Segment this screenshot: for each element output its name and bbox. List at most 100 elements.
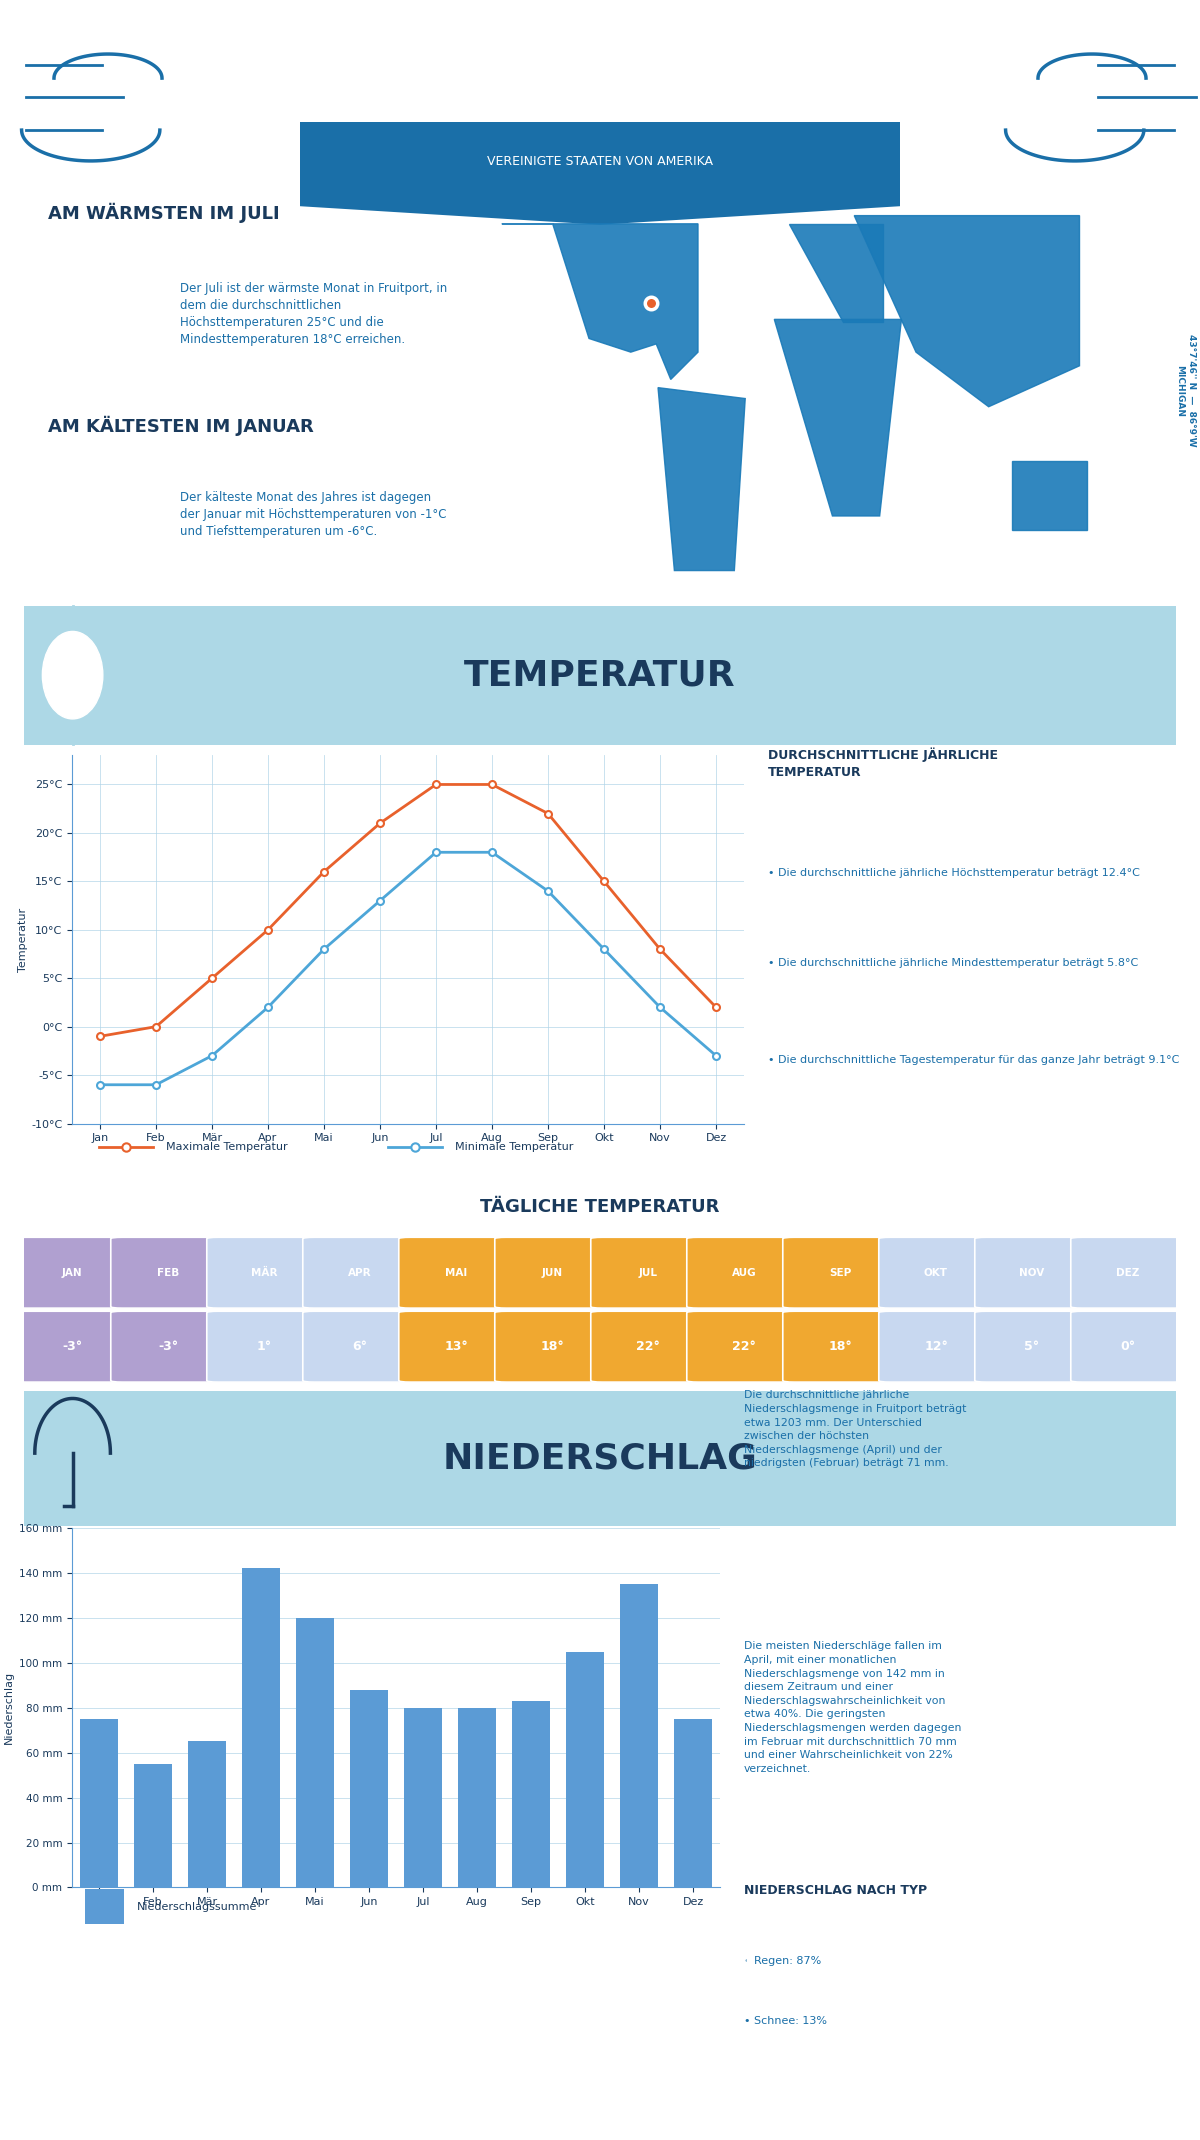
Text: NIEDERSCHLAGSWAHRSCHEINLICHKEIT: NIEDERSCHLAGSWAHRSCHEINLICHKEIT <box>446 1956 754 1969</box>
Text: 25%: 25% <box>251 2029 277 2037</box>
Text: APR: APR <box>348 1267 372 1278</box>
Text: 6°: 6° <box>353 1340 367 1352</box>
FancyBboxPatch shape <box>302 1312 418 1382</box>
Bar <box>674 1718 712 1887</box>
Text: TEMPERATUR: TEMPERATUR <box>464 659 736 691</box>
Text: 37%: 37% <box>539 2029 565 2037</box>
Text: DURCHSCHNITTLICHE JÄHRLICHE
TEMPERATUR: DURCHSCHNITTLICHE JÄHRLICHE TEMPERATUR <box>768 747 998 779</box>
FancyBboxPatch shape <box>782 1312 898 1382</box>
Polygon shape <box>1013 462 1087 529</box>
Bar <box>80 1718 118 1887</box>
Text: FEB: FEB <box>158 2059 178 2067</box>
Bar <box>350 1691 388 1887</box>
Circle shape <box>527 2009 577 2014</box>
Y-axis label: Niederschlag: Niederschlag <box>4 1671 13 1744</box>
Text: APR: APR <box>350 2059 370 2067</box>
Text: OKT: OKT <box>926 2059 946 2067</box>
Text: SEP: SEP <box>830 2059 850 2067</box>
Polygon shape <box>1110 2009 1146 2012</box>
Polygon shape <box>774 319 901 516</box>
Circle shape <box>47 2009 97 2014</box>
Bar <box>242 1569 280 1887</box>
Text: AM WÄRMSTEN IM JULI: AM WÄRMSTEN IM JULI <box>48 203 280 223</box>
Text: VEREINIGTE STAATEN VON AMERIKA: VEREINIGTE STAATEN VON AMERIKA <box>487 154 713 167</box>
Circle shape <box>42 631 103 719</box>
Text: JUL: JUL <box>638 1267 658 1278</box>
Text: 24%: 24% <box>59 2029 85 2037</box>
FancyBboxPatch shape <box>1 1389 1199 1528</box>
Bar <box>188 1742 226 1887</box>
Text: DEZ: DEZ <box>1118 2059 1138 2067</box>
Circle shape <box>1007 2009 1057 2014</box>
Text: Die meisten Niederschläge fallen im
April, mit einer monatlichen
Niederschlagsme: Die meisten Niederschläge fallen im Apri… <box>744 1641 961 1774</box>
Text: METEOATLAS.DE: METEOATLAS.DE <box>973 2104 1115 2119</box>
Text: JUL: JUL <box>641 2059 655 2067</box>
Text: 26%: 26% <box>635 2029 661 2037</box>
FancyBboxPatch shape <box>302 1237 418 1308</box>
Text: MÄR: MÄR <box>251 1267 277 1278</box>
Bar <box>85 1890 124 1924</box>
FancyBboxPatch shape <box>1 603 1199 747</box>
Text: Der Juli ist der wärmste Monat in Fruitport, in
dem die durchschnittlichen
Höchs: Der Juli ist der wärmste Monat in Fruitp… <box>180 282 448 347</box>
Text: TÄGLICHE TEMPERATUR: TÄGLICHE TEMPERATUR <box>480 1198 720 1216</box>
Text: 13°: 13° <box>444 1340 468 1352</box>
Polygon shape <box>342 2009 378 2012</box>
Polygon shape <box>918 2009 954 2012</box>
Bar <box>296 1618 334 1887</box>
FancyBboxPatch shape <box>782 1237 898 1308</box>
Bar <box>458 1708 496 1887</box>
FancyBboxPatch shape <box>14 1312 130 1382</box>
Text: 22°: 22° <box>636 1340 660 1352</box>
Text: AM KÄLTESTEN IM JANUAR: AM KÄLTESTEN IM JANUAR <box>48 415 313 437</box>
Text: NIEDERSCHLAG: NIEDERSCHLAG <box>443 1442 757 1474</box>
Text: Niederschlagssumme: Niederschlagssumme <box>137 1902 257 1911</box>
Circle shape <box>623 2009 673 2014</box>
FancyBboxPatch shape <box>686 1237 802 1308</box>
Text: MAI: MAI <box>445 1267 467 1278</box>
Text: 40%: 40% <box>347 2029 373 2037</box>
Text: 25%: 25% <box>1115 2029 1141 2037</box>
Text: 12°: 12° <box>924 1340 948 1352</box>
Bar <box>134 1763 172 1887</box>
Text: Der kälteste Monat des Jahres ist dagegen
der Januar mit Höchsttemperaturen von : Der kälteste Monat des Jahres ist dagege… <box>180 490 446 537</box>
Text: • Die durchschnittliche jährliche Mindesttemperatur beträgt 5.8°C: • Die durchschnittliche jährliche Mindes… <box>768 957 1139 967</box>
Polygon shape <box>534 2009 570 2012</box>
Polygon shape <box>1014 2009 1050 2012</box>
Text: 25%: 25% <box>1019 2029 1045 2037</box>
Text: AUG: AUG <box>732 1267 756 1278</box>
Polygon shape <box>150 2009 186 2012</box>
Text: NOV: NOV <box>1019 1267 1045 1278</box>
FancyBboxPatch shape <box>14 1237 130 1308</box>
Circle shape <box>143 2009 193 2014</box>
Text: 43°7'46'' N  —  86°9'W
MICHIGAN: 43°7'46'' N — 86°9'W MICHIGAN <box>1175 334 1196 447</box>
Text: JUN: JUN <box>541 1267 563 1278</box>
Polygon shape <box>54 2009 90 2012</box>
Text: 1°: 1° <box>257 1340 271 1352</box>
FancyBboxPatch shape <box>494 1237 610 1308</box>
Text: JAN: JAN <box>61 1267 83 1278</box>
Text: • Schnee: 13%: • Schnee: 13% <box>744 2016 827 2027</box>
FancyBboxPatch shape <box>590 1237 706 1308</box>
Circle shape <box>719 2009 769 2014</box>
Bar <box>620 1584 658 1887</box>
Text: NOV: NOV <box>1021 2059 1043 2067</box>
Polygon shape <box>822 2009 858 2012</box>
Polygon shape <box>788 225 883 323</box>
Text: SEP: SEP <box>829 1267 851 1278</box>
Text: 35%: 35% <box>443 2029 469 2037</box>
Text: 25%: 25% <box>731 2029 757 2037</box>
FancyBboxPatch shape <box>590 1312 706 1382</box>
Text: • Regen: 87%: • Regen: 87% <box>744 1956 821 1967</box>
FancyBboxPatch shape <box>1070 1237 1186 1308</box>
Circle shape <box>815 2009 865 2014</box>
Text: 18°: 18° <box>540 1340 564 1352</box>
Text: 36%: 36% <box>923 2029 949 2037</box>
Text: FRUITPORT: FRUITPORT <box>442 28 758 77</box>
FancyBboxPatch shape <box>1070 1312 1186 1382</box>
Polygon shape <box>438 2009 474 2012</box>
FancyBboxPatch shape <box>110 1237 226 1308</box>
FancyBboxPatch shape <box>110 1312 226 1382</box>
Text: AUG: AUG <box>733 2059 755 2067</box>
Text: Die durchschnittliche jährliche
Niederschlagsmenge in Fruitport beträgt
etwa 120: Die durchschnittliche jährliche Niedersc… <box>744 1391 966 1468</box>
Circle shape <box>335 2009 385 2014</box>
